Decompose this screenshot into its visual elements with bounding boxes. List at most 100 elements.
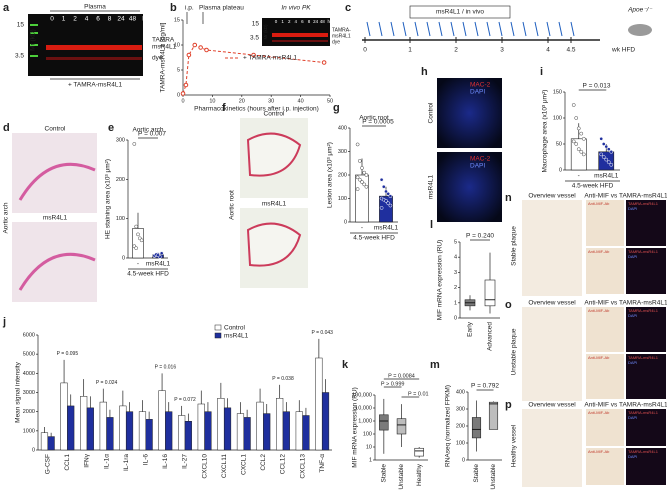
x-tick-label: Advanced: [487, 322, 494, 351]
stain-label: DAPI: [628, 360, 637, 365]
band-label: msR4L1: [332, 33, 351, 39]
injection-arrow: [510, 21, 515, 37]
overview-label: Overview vessel: [528, 402, 576, 409]
bar: [223, 407, 232, 451]
y-axis-label: TAMRA-msR4L1 [ng/ml]: [160, 22, 167, 92]
x-tick-label: CXCL13: [299, 454, 306, 479]
image-label: msR4L1: [43, 215, 68, 222]
box: [484, 279, 496, 307]
image-label: Control: [45, 126, 67, 133]
ihc-image: [586, 354, 624, 399]
stain-label: Anti-MIF-Ab: [588, 449, 610, 454]
ihc-image: [586, 409, 624, 446]
y-tick-label: 300: [116, 137, 125, 143]
y-tick-label: 100: [116, 216, 125, 222]
x-tick-label: CXCL11: [221, 454, 228, 478]
lane-label: 0: [275, 19, 278, 24]
fluorescence-image: [626, 248, 666, 294]
x-tick-label: CXCL10: [201, 454, 208, 479]
y-tick-label: 5: [177, 67, 180, 73]
bar: [315, 357, 323, 451]
stain-label: TAMRA-msR4L1: [628, 449, 659, 454]
x-tick-label: IFNγ: [84, 453, 91, 467]
data-point: [183, 82, 189, 88]
detail-label: Anti-MIF vs TAMRA-msR4L1: [584, 193, 667, 200]
y-tick-label: 10: [174, 42, 180, 48]
x-tick-label: 50: [327, 98, 333, 104]
y-tick-label: 100: [363, 431, 372, 437]
y-tick-label: 100: [456, 440, 465, 446]
y-tick-label: 5000: [23, 352, 35, 358]
y-tick-label: 4000: [23, 371, 35, 377]
data-point: [364, 184, 369, 189]
x-axis-label: 4.5-week HFD: [127, 271, 169, 278]
y-tick-label: 3: [454, 270, 457, 276]
data-point: [357, 159, 362, 163]
y-tick-label: 0: [454, 315, 457, 321]
stain-label: Anti-MIF-Ab: [588, 249, 610, 254]
marker-label: 3.5: [15, 53, 24, 60]
x-tick-label: Early: [467, 321, 474, 337]
bar: [106, 417, 114, 451]
legend-label: msR4L1: [224, 333, 249, 340]
p-value: P = 0.0084: [388, 373, 415, 379]
stain-label: DAPI: [470, 89, 485, 96]
lane-label: 48: [129, 16, 137, 23]
x-tick-label: IL-1α: [103, 454, 110, 469]
marker-label: 15: [252, 21, 260, 28]
y-axis-label: HE staining area (x10³ μm²): [105, 159, 112, 239]
x-tick-label: -: [578, 173, 580, 180]
bar: [302, 415, 310, 451]
injection-arrow: [426, 21, 431, 37]
y-tick-label: 2: [454, 285, 457, 291]
legend-swatch: [214, 324, 222, 331]
chart-title: Aortic arch: [132, 127, 163, 134]
stain-label: Anti-MIF-Ab: [588, 201, 610, 206]
fluorescence-image: [437, 152, 502, 222]
inset-title: In vivo PK: [281, 5, 311, 12]
data-point: [579, 149, 584, 154]
overview-image: [522, 200, 582, 296]
y-tick-label: 1000: [23, 428, 35, 434]
x-tick-label: msR4L1: [594, 173, 619, 180]
y-tick-label: 10: [366, 444, 372, 450]
p-value: P = 0.007: [138, 131, 166, 138]
side-label: Stable plaque: [511, 226, 518, 266]
data-point: [581, 136, 586, 141]
bar: [178, 415, 186, 451]
data-point: [599, 136, 604, 141]
data-point: [156, 253, 160, 258]
data-point: [360, 180, 364, 184]
y-tick-label: 0: [559, 167, 562, 173]
band-label: dye: [332, 39, 340, 45]
injection-arrow: [450, 21, 455, 37]
box: [379, 414, 389, 431]
p-value: P = 0.013: [583, 83, 611, 90]
data-point: [198, 45, 203, 50]
bar: [119, 405, 127, 451]
lane-label: 6: [96, 16, 100, 23]
tissue: [246, 132, 302, 177]
x-tick-label: 30: [268, 98, 274, 104]
bar: [60, 382, 68, 451]
x-tick-label: msR4L1: [146, 261, 171, 268]
fluorescence-image: [626, 409, 666, 446]
data-point: [355, 187, 360, 191]
stain-label: DAPI: [628, 206, 637, 211]
x-tick-label: Unstable: [490, 464, 497, 490]
panel-letter: k: [342, 359, 349, 371]
image-label: msR4L1: [428, 175, 435, 200]
image-label: msR4L1: [262, 201, 287, 208]
panel-letter: c: [345, 2, 351, 14]
treatment-label: + TAMRA-msR4L1: [68, 82, 123, 89]
side-label: Aortic arch: [3, 202, 10, 233]
y-tick-label: 1: [369, 457, 372, 463]
timeline-label: 4: [546, 47, 550, 54]
x-tick-label: Healthy: [416, 463, 423, 486]
mouse-label: Apoe⁻/⁻: [627, 7, 652, 14]
data-point: [601, 142, 606, 146]
y-axis-label: RNAseq (normalized FPKM): [445, 385, 452, 467]
y-tick-label: 15: [174, 17, 180, 23]
fluorescence-image: [626, 307, 666, 352]
bar: [217, 398, 225, 451]
